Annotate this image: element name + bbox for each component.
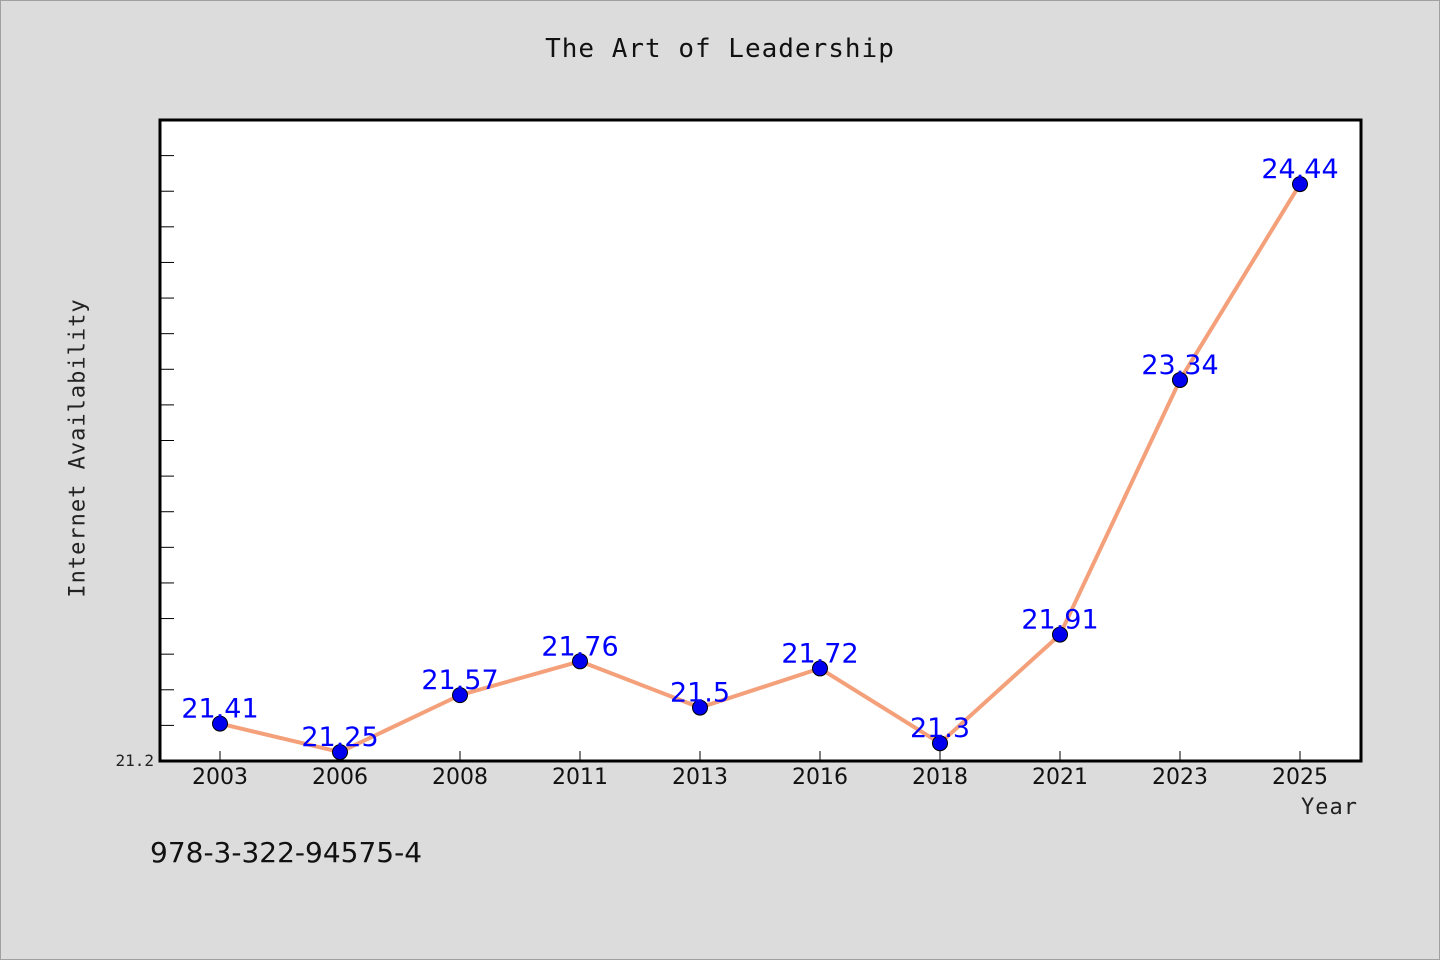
x-tick-label: 2025 <box>1272 765 1328 790</box>
data-label: 21.41 <box>181 694 258 725</box>
data-label: 21.57 <box>421 665 498 696</box>
data-point-marker <box>1172 371 1188 388</box>
x-tick-label: 2006 <box>312 765 368 790</box>
x-tick-label: 2011 <box>552 765 608 790</box>
chart-title: The Art of Leadership <box>545 34 895 64</box>
data-label: 21.72 <box>781 638 858 669</box>
data-label: 21.25 <box>301 722 378 753</box>
data-point-marker <box>332 744 348 761</box>
x-tick-label: 2003 <box>192 765 248 790</box>
y-axis-tick-labels: 21.2 <box>115 751 154 770</box>
x-tick-label: 2013 <box>672 765 728 790</box>
data-point-marker <box>1052 626 1068 643</box>
y-tick-label: 21.2 <box>115 751 154 770</box>
x-tick-label: 2021 <box>1032 765 1088 790</box>
x-tick-label: 2018 <box>912 765 968 790</box>
data-labels: 21.41 21.25 21.57 21.76 21.5 21.72 21.3 21.91 23… <box>181 154 1338 753</box>
data-point-marker <box>932 735 948 752</box>
x-tick-label: 2008 <box>432 765 488 790</box>
x-axis-label: Year <box>1301 795 1358 820</box>
isbn-text: 978-3-322-94575-4 <box>150 836 423 869</box>
data-point-marker <box>812 660 828 677</box>
data-label: 23.34 <box>1141 350 1218 381</box>
data-label: 21.5 <box>670 678 730 709</box>
data-label: 21.91 <box>1021 605 1098 636</box>
data-point-marker <box>1292 176 1308 193</box>
y-axis-ticks <box>160 119 174 762</box>
data-label: 21.3 <box>910 713 970 744</box>
data-label: 21.76 <box>541 631 618 662</box>
x-tick-label: 2023 <box>1152 765 1208 790</box>
x-axis-tick-labels: 2003 2006 2008 2011 2013 2016 2018 2021 2023 2025 <box>192 765 1328 790</box>
series-markers <box>212 176 1308 761</box>
data-label: 24.44 <box>1261 154 1338 185</box>
x-tick-label: 2016 <box>792 765 848 790</box>
data-point-marker <box>572 653 588 670</box>
series-line <box>219 183 1302 755</box>
data-point-marker <box>452 687 468 704</box>
data-point-marker <box>212 715 228 732</box>
plot-area <box>158 118 1363 763</box>
data-point-marker <box>692 699 708 716</box>
